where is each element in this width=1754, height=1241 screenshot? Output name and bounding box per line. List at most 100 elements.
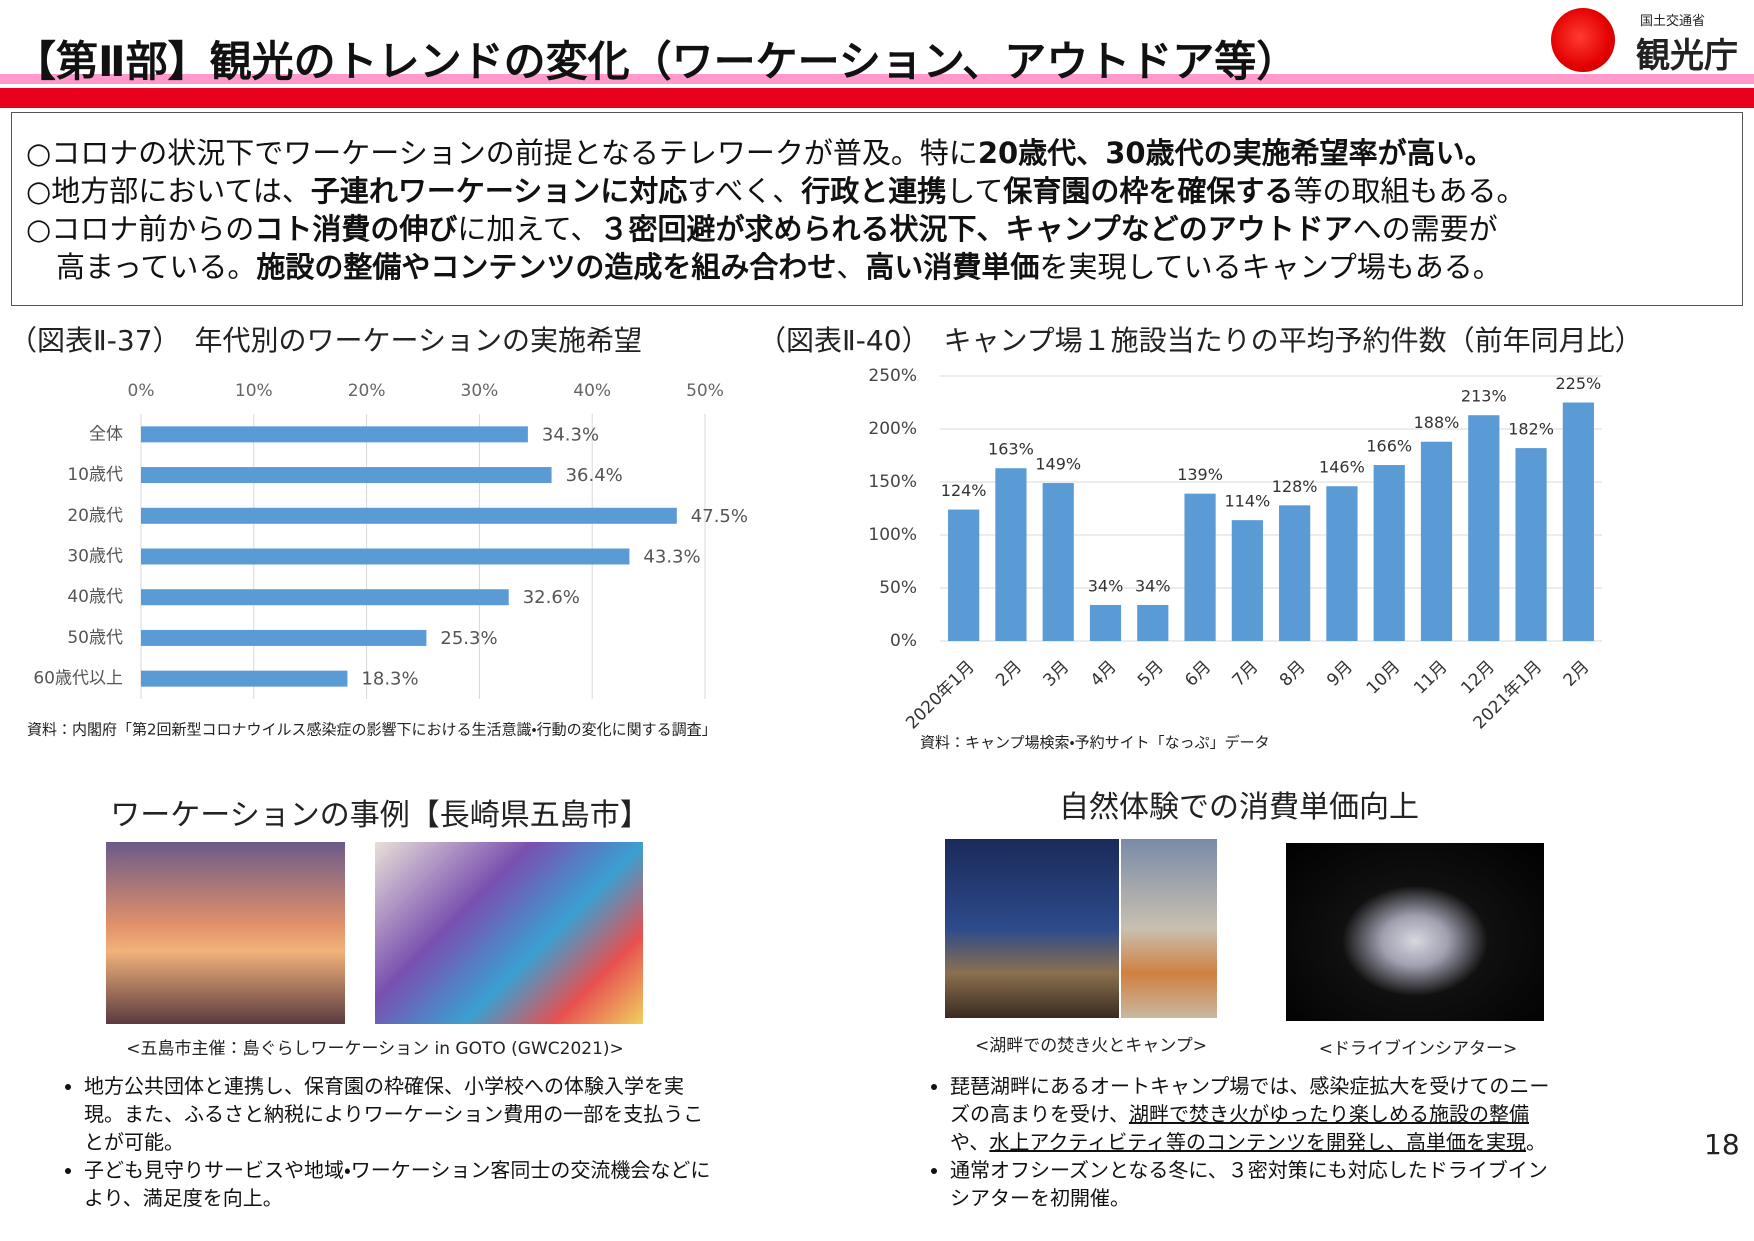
summary-line: ○コロナの状況下でワーケーションの前提となるテレワークが普及。特に20歳代、30… bbox=[26, 130, 1494, 172]
text-segment: 行政と連携 bbox=[801, 174, 947, 208]
y-tick-label: 50歳代 bbox=[67, 628, 123, 648]
data-label: 114% bbox=[1224, 492, 1270, 511]
bullet: 子ども見守りサービスや地域・ワーケーション客同士の交流機会などにより、満足度を向… bbox=[84, 1156, 721, 1212]
bar bbox=[1137, 604, 1169, 641]
x-tick-label: 5月 bbox=[1134, 657, 1168, 691]
bar bbox=[1279, 505, 1311, 641]
text-segment: ○コロナ前からの bbox=[26, 212, 255, 246]
x-tick-label: 0% bbox=[128, 381, 155, 401]
bar bbox=[141, 670, 348, 687]
text-segment: 子ども見守りサービスや地域・ワーケーション客同士の交流機会などにより、満足度を向… bbox=[84, 1158, 711, 1210]
bar bbox=[141, 589, 509, 606]
bar bbox=[1231, 520, 1263, 641]
data-label: 128% bbox=[1272, 477, 1318, 496]
x-tick-label: 12月 bbox=[1457, 657, 1498, 698]
text-segment: 高い消費単価 bbox=[865, 250, 1040, 284]
y-tick-label: 150% bbox=[868, 472, 917, 492]
photo bbox=[106, 842, 345, 1024]
pink-band bbox=[0, 74, 1754, 84]
y-tick-label: 100% bbox=[868, 525, 917, 545]
data-label: 34% bbox=[1135, 576, 1171, 595]
bar bbox=[995, 468, 1027, 641]
summary-line: ○コロナ前からのコト消費の伸びに加えて、３密回避が求められる状況下、キャンプなど… bbox=[26, 206, 1498, 248]
red-band bbox=[0, 88, 1754, 108]
y-tick-label: 250% bbox=[868, 366, 917, 386]
text-segment: ○コロナの状況下でワーケーションの前提となるテレワークが普及。特に bbox=[26, 136, 978, 170]
chart-title: （図表Ⅱ-37） 年代別のワーケーションの実施希望 bbox=[9, 324, 642, 357]
x-tick-label: 3月 bbox=[1039, 657, 1073, 691]
bar bbox=[141, 426, 528, 443]
text-segment: 琵琶湖畔にあるオートキャンプ場では、感染症拡大を受けてのニーズの高まりを受け、 bbox=[950, 1074, 1550, 1126]
text-segment: 子連れワーケーションに対応 bbox=[310, 174, 688, 208]
text-segment: 地方公共団体と連携し、保育園の枠確保、小学校への体験入学を実現。また、ふるさと納… bbox=[84, 1074, 704, 1154]
x-tick-label: 7月 bbox=[1229, 657, 1263, 691]
bar bbox=[1562, 402, 1594, 641]
section-title: ワーケーションの事例【長崎県五島市】 bbox=[110, 798, 650, 833]
data-label: 34.3% bbox=[542, 424, 599, 445]
bar bbox=[948, 509, 980, 641]
photo-caption: <五島市主催：島ぐらしワーケーション in GOTO (GWC2021)> bbox=[126, 1039, 624, 1059]
text-segment: や、 bbox=[950, 1130, 990, 1154]
x-tick-label: 30% bbox=[461, 381, 499, 401]
text-segment: に加えて、 bbox=[457, 212, 600, 246]
y-tick-label: 40歳代 bbox=[67, 587, 123, 607]
summary-line: 高まっている。施設の整備やコンテンツの造成を組み合わせ、高い消費単価を実現してい… bbox=[56, 244, 1502, 286]
y-tick-label: 60歳代以上 bbox=[33, 669, 123, 689]
x-tick-label: 40% bbox=[573, 381, 611, 401]
y-tick-label: 50% bbox=[879, 578, 917, 598]
charts: （図表Ⅱ-37） 年代別のワーケーションの実施希望資料：内閣府「第2回新型コロナ… bbox=[9, 324, 1643, 752]
text-segment: 。 bbox=[1526, 1130, 1547, 1154]
bar bbox=[1515, 448, 1547, 641]
logo-mark bbox=[1551, 8, 1615, 72]
bar bbox=[141, 507, 677, 524]
text-segment: して bbox=[946, 174, 1004, 208]
x-tick-label: 2月 bbox=[1560, 657, 1594, 691]
photo-caption: <ドライブインシアター> bbox=[1318, 1039, 1518, 1059]
text-segment: 湖畔で焚き火がゆったり楽しめる施設の整備 bbox=[1129, 1102, 1529, 1126]
data-label: 124% bbox=[941, 481, 987, 500]
x-tick-label: 10% bbox=[235, 381, 273, 401]
x-tick-label: 8月 bbox=[1276, 657, 1310, 691]
chart-source: 資料：内閣府「第2回新型コロナウイルス感染症の影響下における生活意識・行動の変化… bbox=[27, 721, 717, 739]
y-tick-label: 全体 bbox=[89, 424, 123, 444]
text-segment: 保育園の枠を確保する bbox=[1003, 174, 1294, 208]
photo-caption: <湖畔での焚き火とキャンプ> bbox=[975, 1036, 1207, 1056]
text-segment: 、 bbox=[836, 250, 866, 284]
text-segment: 20歳代、30歳代の実施希望率が高い。 bbox=[977, 136, 1494, 170]
section-title: 自然体験での消費単価向上 bbox=[1059, 790, 1419, 825]
bar bbox=[1373, 465, 1405, 641]
photo bbox=[1286, 843, 1544, 1021]
bar bbox=[141, 629, 427, 646]
data-label: 139% bbox=[1177, 465, 1223, 484]
x-tick-label: 11月 bbox=[1410, 657, 1451, 698]
chart-title: （図表Ⅱ-40） キャンプ場１施設当たりの平均予約件数（前年同月比） bbox=[758, 324, 1643, 357]
bar bbox=[141, 467, 552, 484]
data-label: 36.4% bbox=[566, 465, 623, 486]
chart-source: 資料：キャンプ場検索・予約サイト「なっぷ」データ bbox=[920, 734, 1270, 752]
bar bbox=[1326, 486, 1358, 641]
text-segment: ○地方部においては、 bbox=[26, 174, 311, 208]
x-tick-label: 6月 bbox=[1181, 657, 1215, 691]
photo bbox=[945, 839, 1119, 1018]
slide-title: 【第Ⅱ部】観光のトレンドの変化（ワーケーション、アウトドア等） bbox=[14, 37, 1299, 86]
text-segment: すべく、 bbox=[687, 174, 802, 208]
y-tick-label: 200% bbox=[868, 419, 917, 439]
bar bbox=[1468, 415, 1500, 641]
data-label: 146% bbox=[1319, 458, 1365, 477]
logo-ministry: 国土交通省 bbox=[1640, 14, 1706, 29]
data-label: 43.3% bbox=[643, 547, 700, 568]
bullet: 通常オフシーズンとなる冬に、３密対策にも対応したドライブインシアターを初開催。 bbox=[950, 1156, 1562, 1212]
logo-agency: 観光庁 bbox=[1636, 36, 1738, 76]
text-segment: 施設の整備やコンテンツの造成を組み合わせ bbox=[256, 250, 837, 284]
data-label: 34% bbox=[1088, 576, 1124, 595]
x-tick-label: 4月 bbox=[1087, 657, 1121, 691]
data-label: 18.3% bbox=[361, 669, 418, 690]
bar bbox=[1042, 483, 1074, 641]
data-label: 47.5% bbox=[691, 506, 748, 527]
text-segment: 等の取組もある。 bbox=[1293, 174, 1526, 208]
page-number: 18 bbox=[1704, 1128, 1740, 1161]
summary-box bbox=[11, 112, 1743, 306]
x-tick-label: 2020年1月 bbox=[902, 657, 978, 733]
x-tick-label: 20% bbox=[348, 381, 386, 401]
